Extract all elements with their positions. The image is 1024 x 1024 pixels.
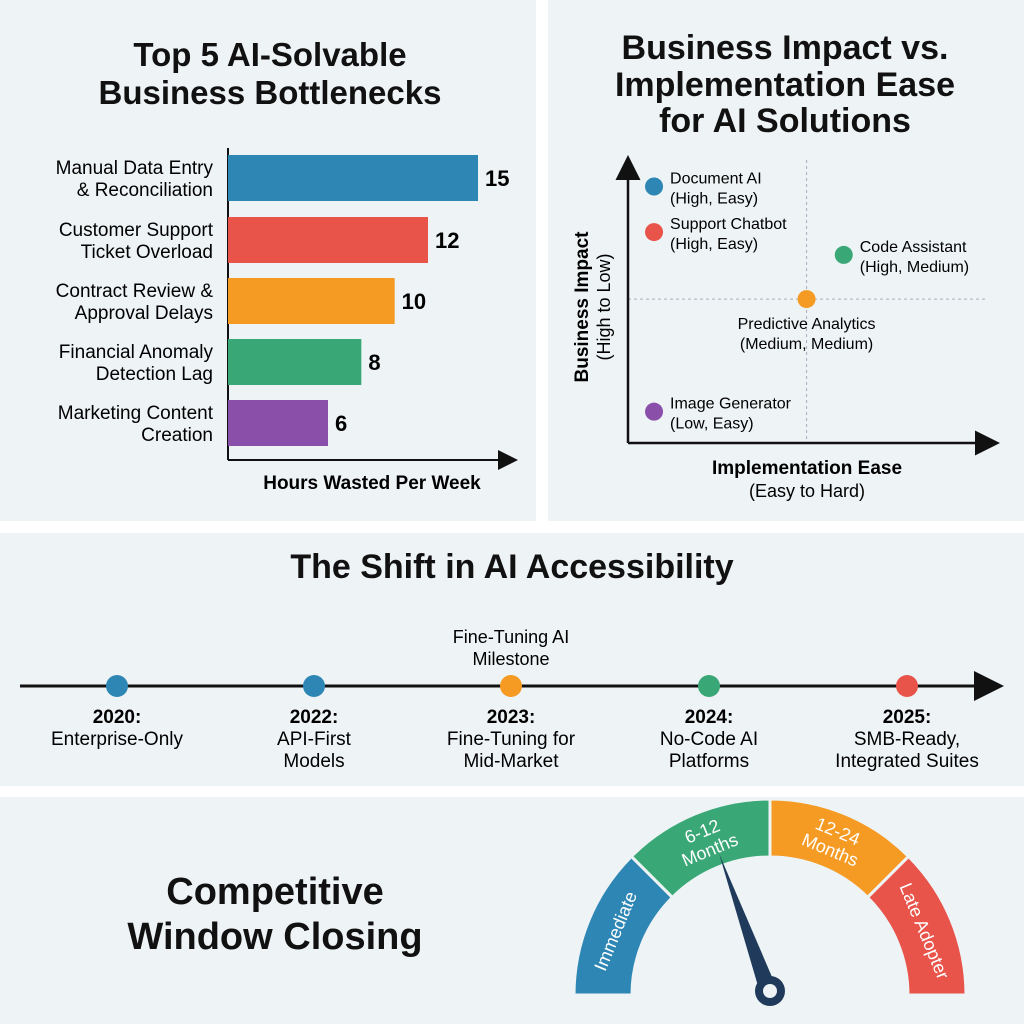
point-detail: (High, Easy) xyxy=(670,236,758,253)
bar-category-label: & Reconciliation xyxy=(77,180,213,201)
timeline-annotation: Milestone xyxy=(472,649,549,669)
bar-value-label: 12 xyxy=(435,228,459,253)
point-label: Support Chatbot xyxy=(670,216,787,233)
gauge-needle xyxy=(719,853,779,999)
timeline-event-label: Enterprise-Only xyxy=(51,729,183,750)
timeline-event-label: No-Code AI xyxy=(660,729,758,750)
bar-value-label: 6 xyxy=(335,411,347,436)
scatter-x-axis-label: Implementation Ease xyxy=(712,458,902,479)
point-detail: (High, Easy) xyxy=(670,191,758,208)
timeline-marker xyxy=(896,675,918,697)
scatter-point xyxy=(797,290,816,309)
bar-category-label: Ticket Overload xyxy=(81,242,213,263)
bar-category-label: Manual Data Entry xyxy=(56,158,214,179)
gauge-segment xyxy=(865,854,968,997)
point-label: Predictive Analytics xyxy=(738,316,876,333)
scatter-point xyxy=(645,177,664,196)
scatter-y-axis-label: Business Impact xyxy=(572,231,593,383)
scatter-chart-title: Business Impact vs. Implementation Ease … xyxy=(560,30,1010,140)
bar-title-line: Business Bottlenecks xyxy=(98,73,442,111)
gauge-needle-hub-hole xyxy=(763,984,777,998)
bar-category-label: Detection Lag xyxy=(96,364,213,385)
timeline-event-label: Mid-Market xyxy=(463,751,559,772)
timeline-event-label: SMB-Ready, xyxy=(854,729,960,750)
bar-x-axis-label: Hours Wasted Per Week xyxy=(263,473,481,494)
timeline-year: 2024: xyxy=(685,707,734,728)
gauge-title-line: Window Closing xyxy=(127,915,423,958)
timeline-event-label: Fine-Tuning for xyxy=(447,729,576,750)
bar-category-label: Creation xyxy=(141,425,213,446)
timeline-event-label: Platforms xyxy=(669,751,749,772)
bar-category-label: Financial Anomaly xyxy=(59,342,214,363)
timeline-year: 2020: xyxy=(93,707,142,728)
scatter-point xyxy=(834,245,853,264)
timeline-marker xyxy=(303,675,325,697)
gauge-title: Competitive Window Closing xyxy=(90,870,460,960)
point-detail: (High, Medium) xyxy=(860,259,969,276)
timeline-marker xyxy=(500,675,522,697)
scatter-point xyxy=(645,402,664,421)
timeline-title: The Shift in AI Accessibility xyxy=(290,548,734,586)
timeline-panel xyxy=(0,533,1024,786)
timeline-event-label: API-First xyxy=(277,729,352,750)
bar-category-label: Customer Support xyxy=(59,220,214,241)
point-label: Code Assistant xyxy=(860,239,967,256)
point-label: Document AI xyxy=(670,171,762,188)
scatter-x-axis-sublabel: (Easy to Hard) xyxy=(749,481,865,501)
timeline-event-label: Models xyxy=(283,751,344,772)
bar-value-label: 8 xyxy=(368,350,380,375)
timeline-annotation: Fine-Tuning AI xyxy=(453,627,569,647)
timeline-marker xyxy=(698,675,720,697)
gauge-title-line: Competitive xyxy=(166,871,384,913)
timeline-year: 2025: xyxy=(883,707,932,728)
timeline-marker xyxy=(106,675,128,697)
timeline-year: 2022: xyxy=(290,707,339,728)
bar xyxy=(228,400,328,446)
point-label: Image Generator xyxy=(670,396,792,413)
scatter-point xyxy=(645,223,664,242)
timeline-year: 2023: xyxy=(487,707,536,728)
bar-value-label: 10 xyxy=(402,289,426,314)
bar xyxy=(228,217,428,263)
bar-title-line: Top 5 AI-Solvable xyxy=(133,36,407,73)
point-detail: (Low, Easy) xyxy=(670,416,754,433)
bar-value-label: 15 xyxy=(485,166,509,191)
scatter-title-line: Business Impact vs. xyxy=(621,29,949,67)
scatter-title-line: for AI Solutions xyxy=(659,102,911,141)
bar xyxy=(228,278,395,324)
scatter-title-line: Implementation Ease xyxy=(614,65,956,104)
timeline-event-label: Integrated Suites xyxy=(835,751,979,772)
point-detail: (Medium, Medium) xyxy=(740,336,873,353)
bar xyxy=(228,339,362,385)
bar-category-label: Approval Delays xyxy=(75,303,213,324)
bar xyxy=(228,155,478,201)
scatter-y-axis-sublabel: (High to Low) xyxy=(594,253,614,360)
bar-category-label: Marketing Content xyxy=(58,403,214,424)
bar-chart-title: Top 5 AI-Solvable Business Bottlenecks xyxy=(40,36,500,112)
bar-category-label: Contract Review & xyxy=(56,281,214,302)
